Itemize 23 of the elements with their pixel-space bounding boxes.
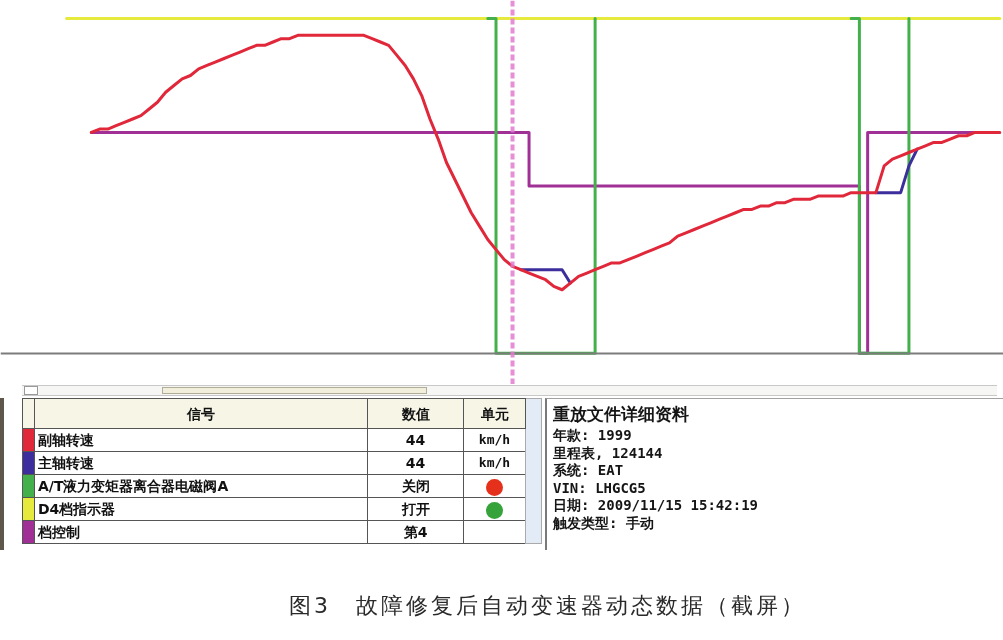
legend-label: A/T液力变矩器离合器电磁阀A <box>34 474 368 498</box>
legend-label: 主轴转速 <box>34 451 368 475</box>
text: 数值 <box>367 398 464 429</box>
legend-label: D4档指示器 <box>34 497 368 521</box>
text: 打开 <box>367 497 464 521</box>
text: km/h <box>463 451 526 475</box>
caption: 图3 故障修复后自动变速器动态数据（截屏） <box>288 592 807 620</box>
text: 日期: 2009/11/15 15:42:19 <box>553 497 759 515</box>
text: 44 <box>367 451 464 475</box>
text: 关闭 <box>367 474 464 498</box>
text: 重放文件详细资料 <box>553 403 690 426</box>
legend-title: 信号 <box>34 398 368 429</box>
text: 触发类型: 手动 <box>553 514 655 532</box>
text: 44 <box>367 428 464 452</box>
text: km/h <box>463 428 526 452</box>
text: 年款: 1999 <box>553 427 633 445</box>
text: VIN: LHGCG5 <box>553 479 647 497</box>
text: 系统: EAT <box>553 462 625 480</box>
text: 里程表, 124144 <box>553 444 664 462</box>
text: 单元 <box>463 398 526 429</box>
legend-label: 档控制 <box>34 520 368 544</box>
legend-label: 副轴转速 <box>34 428 368 452</box>
text: 第4 <box>367 520 464 544</box>
